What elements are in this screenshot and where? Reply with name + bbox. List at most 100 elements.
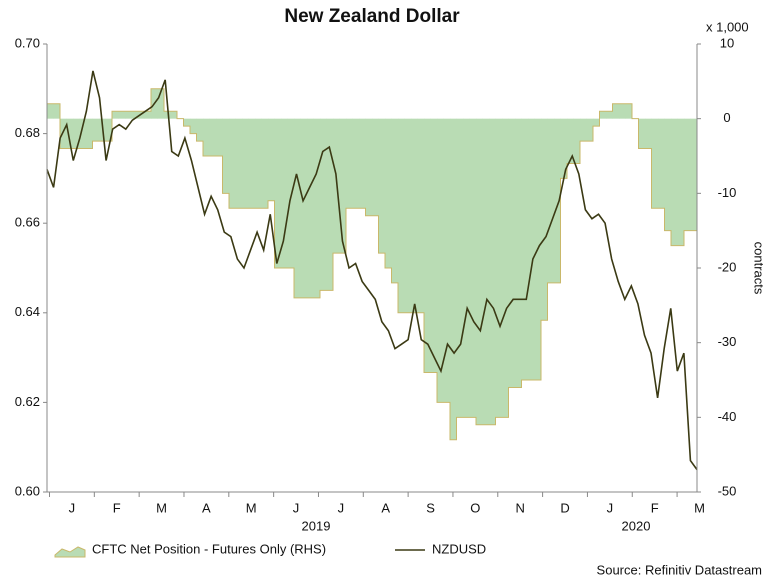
y2-tick-label: -30: [718, 334, 737, 349]
y2-tick-label: -20: [718, 259, 737, 274]
area-step: [222, 118, 230, 194]
area-step: [404, 118, 412, 313]
y-tick-label: 0.64: [15, 304, 40, 319]
area-step: [372, 118, 379, 216]
area-step: [86, 118, 93, 149]
area-step: [287, 118, 295, 269]
area-step: [651, 118, 659, 209]
area-step: [391, 118, 399, 283]
area-step: [482, 118, 490, 425]
area-step: [593, 118, 600, 127]
x-tick-label: J: [69, 500, 76, 515]
area-step: [677, 118, 685, 246]
area-step: [92, 118, 100, 142]
area-step: [671, 118, 678, 246]
area-step: [417, 118, 425, 313]
area-step: [352, 118, 360, 209]
area-step: [268, 118, 275, 201]
x-tick-label: J: [607, 500, 614, 515]
area-step: [203, 118, 210, 156]
area-step: [131, 111, 139, 119]
x-tick-label: F: [651, 500, 659, 515]
y-tick-label: 0.68: [15, 125, 40, 140]
area-step: [508, 118, 516, 388]
x-tick-label: F: [113, 500, 121, 515]
area-step: [411, 118, 418, 313]
area-step: [573, 118, 581, 164]
area-step: [196, 118, 204, 142]
area-step: [365, 118, 373, 216]
area-step: [190, 118, 197, 134]
area-step: [118, 111, 126, 119]
area-step: [398, 118, 405, 313]
y2-tick-label: -10: [718, 185, 737, 200]
area-step: [606, 111, 613, 119]
area-step: [521, 118, 529, 381]
area-step: [320, 118, 327, 291]
area-step: [664, 118, 672, 231]
x-tick-label: A: [381, 500, 390, 515]
area-step: [443, 118, 451, 403]
area-step: [248, 118, 256, 209]
area-step: [170, 111, 178, 119]
x-tick-label: J: [293, 500, 300, 515]
area-step: [658, 118, 665, 209]
x-tick-label: M: [156, 500, 167, 515]
area-step: [690, 118, 698, 231]
area-step: [112, 111, 119, 119]
x-tick-label: D: [560, 500, 569, 515]
area-step: [281, 118, 288, 269]
area-outline: [47, 88, 697, 441]
legend-swatch: [54, 546, 86, 558]
area-step: [242, 118, 249, 209]
area-step: [183, 118, 191, 127]
area-step: [489, 118, 496, 425]
x-tick-label: N: [515, 500, 524, 515]
area-step: [294, 118, 301, 298]
x-tick-label: A: [202, 500, 211, 515]
y2-tick-label: -50: [718, 483, 737, 498]
area-step: [339, 118, 347, 254]
area-step: [638, 118, 646, 149]
area-step: [560, 118, 568, 179]
area-step: [541, 118, 548, 321]
year-label: 2019: [302, 518, 331, 533]
legend-label: NZDUSD: [432, 541, 486, 556]
y-tick-label: 0.62: [15, 394, 40, 409]
area-step: [300, 118, 308, 298]
area-step: [456, 118, 464, 418]
area-step: [385, 118, 392, 269]
line: [46, 70, 698, 471]
area-step: [437, 118, 444, 403]
area-step: [346, 118, 353, 209]
area-step: [164, 111, 171, 119]
area-step: [326, 118, 334, 291]
area-step: [476, 118, 483, 425]
source: Source: Refinitiv Datastream: [597, 562, 762, 577]
area-step: [157, 88, 165, 119]
area-step: [216, 118, 223, 156]
y-tick-label: 0.66: [15, 215, 40, 230]
area-step: [619, 103, 626, 119]
area-step: [430, 118, 438, 373]
area-step: [79, 118, 87, 149]
x-tick-label: M: [694, 500, 705, 515]
legend-label: CFTC Net Position - Futures Only (RHS): [92, 541, 326, 556]
y2-tick-label: -40: [718, 409, 737, 424]
area-step: [625, 103, 633, 119]
area-step: [567, 118, 574, 164]
area-step: [502, 118, 509, 418]
x-tick-label: J: [338, 500, 345, 515]
area-step: [586, 118, 594, 142]
area-step: [515, 118, 522, 388]
area-step: [359, 118, 366, 209]
area-step: [125, 111, 132, 119]
year-label: 2020: [622, 518, 651, 533]
area-step: [463, 118, 470, 418]
area-step: [378, 118, 386, 254]
area-step: [424, 118, 431, 373]
area-step: [73, 118, 80, 149]
area-step: [684, 118, 691, 231]
area-step: [469, 118, 477, 418]
area-step: [612, 103, 620, 119]
